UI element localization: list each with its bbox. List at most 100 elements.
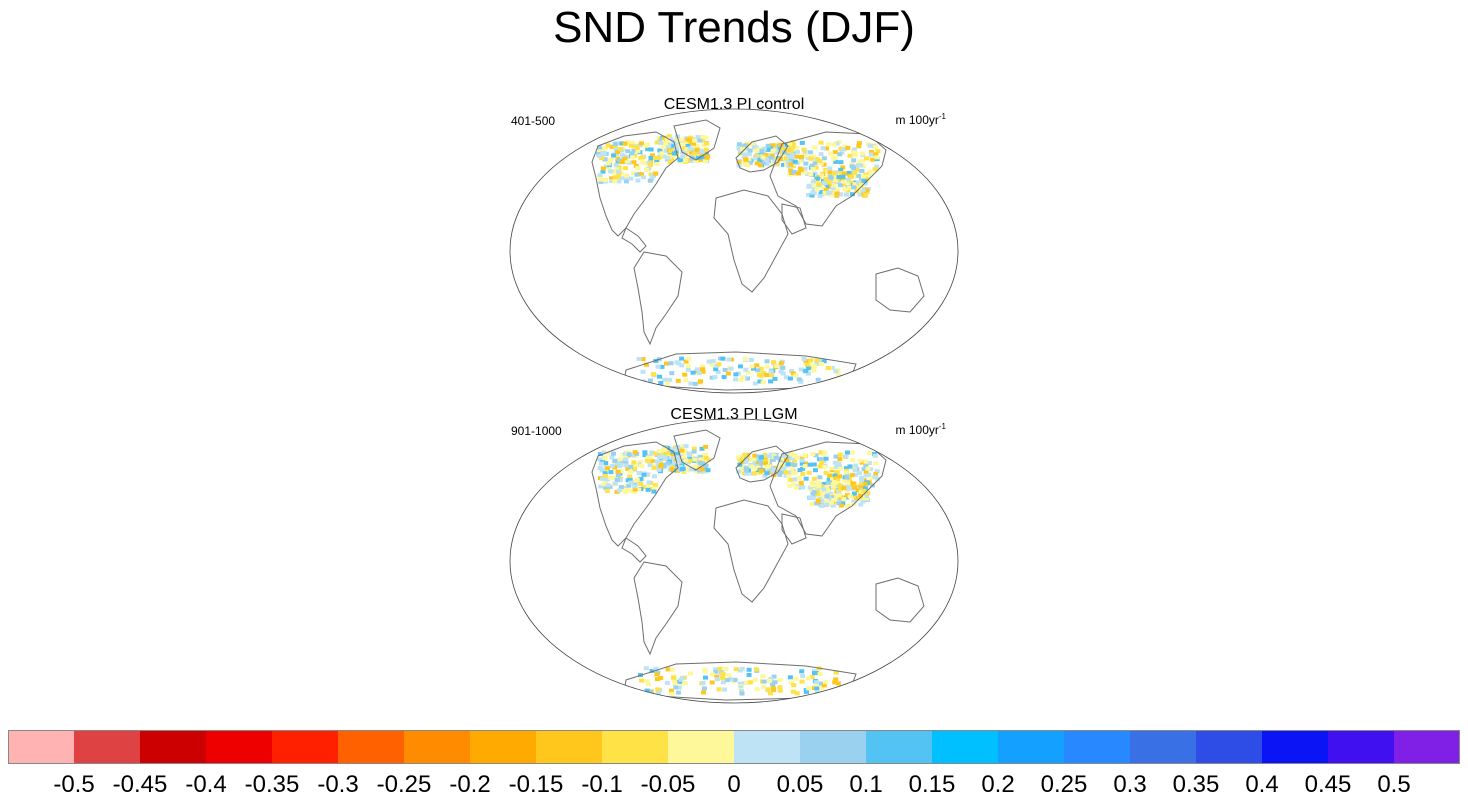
snow-trend-cell: [806, 470, 812, 475]
snow-trend-cell: [852, 468, 858, 473]
snow-trend-cell: [600, 476, 605, 481]
snow-trend-cell: [873, 472, 879, 477]
snow-trend-cell: [835, 477, 841, 482]
snow-trend-cell: [683, 359, 689, 364]
snow-trend-cell: [786, 470, 792, 475]
colorbar-tick-label: -0.25: [376, 771, 432, 798]
snow-trend-cell: [613, 163, 619, 168]
colorbar-swatch: [404, 730, 471, 764]
snow-trend-cell: [813, 453, 819, 458]
colorbar-swatch: [272, 730, 339, 764]
snow-trend-cell: [605, 483, 611, 488]
snow-trend-cell: [812, 671, 817, 676]
snow-trend-cell: [692, 381, 698, 386]
snow-trend-cell: [847, 464, 853, 469]
snow-trend-cell: [777, 678, 783, 683]
snow-trend-cell: [745, 376, 750, 381]
snow-trend-cell: [667, 377, 673, 382]
snow-trend-cell: [844, 192, 849, 197]
snow-trend-cell: [751, 366, 756, 371]
snow-trend-cell: [829, 365, 835, 370]
snow-trend-cell: [845, 493, 850, 498]
snow-trend-cell: [640, 160, 646, 165]
snow-trend-cell: [840, 501, 846, 506]
snow-trend-cell: [609, 144, 615, 149]
snow-trend-cell: [838, 146, 844, 151]
snow-trend-cell: [681, 455, 686, 460]
snow-trend-cell: [761, 679, 767, 684]
snow-trend-cell: [859, 169, 865, 173]
snow-trend-cell: [802, 461, 808, 466]
colorbar-tick-label: 0.5: [1377, 771, 1411, 798]
snow-trend-cell: [616, 179, 622, 184]
snow-trend-cell: [692, 151, 698, 156]
snow-trend-cell: [661, 464, 667, 469]
colorbar-tick-label: 0: [727, 771, 741, 798]
snow-trend-cell: [713, 367, 719, 372]
snow-trend-cell: [812, 145, 818, 150]
snow-trend-cell: [720, 356, 726, 361]
snow-trend-cell: [672, 681, 678, 686]
snow-trend-cell: [753, 667, 759, 672]
snow-trend-cell: [625, 466, 631, 471]
snow-trend-cell: [857, 159, 863, 164]
snow-trend-cell: [713, 667, 719, 672]
snow-trend-cell: [597, 457, 603, 462]
snow-trend-cell: [807, 462, 813, 467]
snow-trend-cell: [846, 171, 852, 176]
snow-trend-cell: [790, 140, 796, 145]
snow-trend-cell: [868, 152, 874, 157]
snow-trend-cell: [736, 145, 742, 150]
snow-trend-cell: [637, 460, 643, 464]
snow-trend-cell: [814, 157, 820, 162]
snow-trend-cell: [632, 487, 638, 492]
snow-trend-cell: [808, 156, 814, 161]
snow-trend-cell: [812, 669, 817, 674]
snow-trend-cell: [823, 456, 829, 461]
snow-trend-cell: [824, 502, 830, 507]
snow-trend-cell: [845, 188, 851, 193]
snow-trend-cell: [860, 158, 866, 163]
snow-trend-cell: [601, 151, 607, 156]
snow-trend-cell: [627, 474, 633, 479]
snow-trend-cell: [686, 356, 692, 361]
continent-north-america: [591, 131, 679, 237]
snow-trend-cell: [821, 156, 827, 161]
snow-trend-cell: [747, 148, 753, 153]
snow-trend-cell: [702, 469, 708, 474]
snow-trend-cell: [780, 456, 786, 461]
snow-trend-cell: [862, 481, 868, 486]
snow-trend-cell: [799, 679, 805, 684]
snow-trend-cell: [700, 364, 706, 369]
snow-trend-cell: [864, 496, 870, 501]
snow-trend-cell: [618, 485, 624, 490]
snow-trend-cell: [838, 192, 844, 197]
snow-trend-cell: [736, 160, 742, 165]
snow-trend-cell: [703, 135, 709, 140]
snow-trend-cell: [792, 159, 798, 164]
snow-trend-cell: [818, 190, 824, 195]
snow-trend-cell: [760, 155, 766, 160]
snow-trend-cell: [834, 469, 840, 474]
snow-trend-cell: [831, 495, 837, 500]
snow-trend-cell: [771, 467, 777, 472]
snow-trend-cell: [786, 154, 792, 159]
snow-trend-cell: [799, 458, 805, 463]
snow-trend-cell: [873, 145, 879, 149]
snow-trend-cell: [851, 491, 857, 496]
colorbar-tick-label: -0.45: [112, 771, 168, 798]
snow-trend-cell: [749, 364, 755, 369]
snow-trend-cell: [641, 485, 646, 490]
colorbar-tick-label: 0.45: [1304, 771, 1352, 798]
snow-trend-cell: [624, 487, 630, 492]
snow-trend-cell: [751, 145, 757, 150]
snow-trend-cell: [754, 363, 760, 368]
snow-trend-cell: [789, 452, 795, 456]
snow-trend-cell: [678, 677, 684, 682]
snow-trend-cell: [803, 476, 809, 481]
snow-trend-cell: [604, 477, 610, 482]
snow-trend-cell: [743, 680, 749, 685]
colorbar-tick-label: 0.2: [981, 771, 1015, 798]
snow-trend-cell: [837, 474, 843, 479]
snow-trend-cell: [845, 503, 851, 508]
